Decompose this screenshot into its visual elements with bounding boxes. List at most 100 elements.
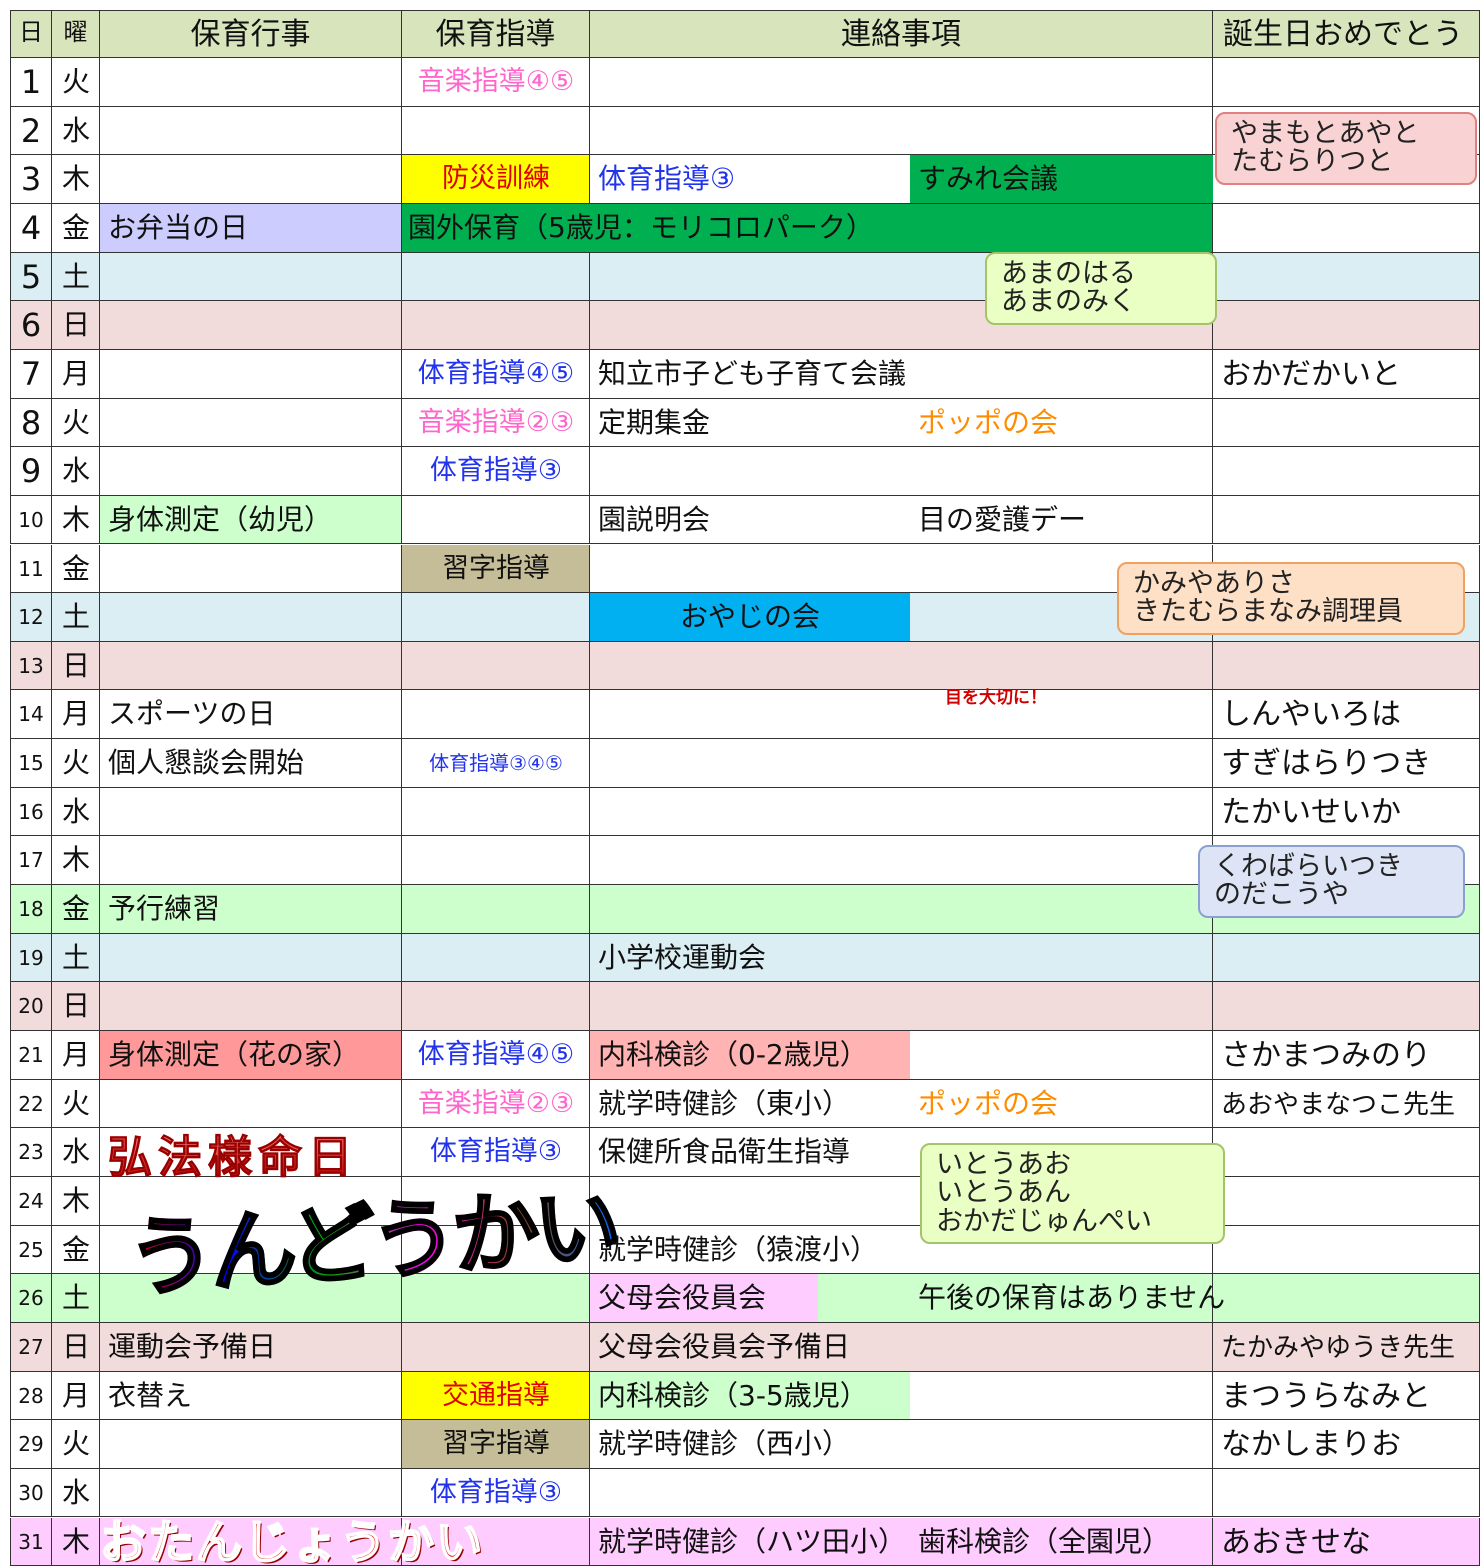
callout-line: いとうあお: [936, 1149, 1071, 1180]
table-cell: [52, 1225, 100, 1275]
callout-line: やまもとあやと: [1231, 118, 1420, 149]
weekday: 水: [61, 113, 90, 147]
weekday: 木: [61, 1183, 90, 1217]
day-number: 24: [18, 1188, 44, 1213]
birthday-text: すぎはらりつき: [1221, 746, 1432, 782]
day-number: 31: [18, 1529, 44, 1554]
note-text: 内科検診（0-2歳児）: [598, 1038, 868, 1071]
day-number: 20: [18, 994, 44, 1019]
table-cell: [100, 1517, 402, 1566]
table-cell: [52, 1322, 100, 1372]
callout-line: いとうあん: [936, 1177, 1071, 1209]
guide-text: 園外保育（5歳児：モリコロパーク）: [408, 210, 874, 244]
table-cell: [1213, 447, 1480, 496]
table-cell: [590, 885, 1213, 934]
callout-line: くわばらいつき: [1214, 851, 1403, 882]
table-cell: [52, 447, 100, 496]
table-cell: [52, 641, 100, 691]
day-number: 26: [18, 1286, 44, 1311]
weekday: 木: [61, 843, 90, 877]
guide-text: 体育指導③: [429, 455, 563, 487]
weekday: 月: [61, 1378, 90, 1412]
event-text: 衣替え: [108, 1378, 193, 1412]
table-cell: [402, 106, 590, 156]
table-cell: [590, 58, 1213, 107]
table-cell: [1213, 1371, 1480, 1421]
table-cell: [402, 1031, 590, 1080]
table-cell: [52, 593, 100, 642]
table-cell: [10, 1420, 52, 1469]
table-cell: [100, 252, 402, 302]
event-text: スポーツの日: [108, 697, 276, 731]
weekday: 月: [61, 356, 90, 390]
guide-text: 習字指導: [442, 1428, 550, 1460]
table-cell: [100, 641, 402, 691]
table-cell: [100, 690, 402, 740]
table-cell: [100, 301, 402, 350]
header-cell: 日: [10, 10, 52, 58]
guide-text: 習字指導: [442, 552, 550, 584]
table-cell: [402, 739, 590, 788]
table-cell: [100, 1079, 402, 1129]
table-cell: [52, 495, 100, 545]
table-cell: [52, 1176, 100, 1226]
table-cell: [1213, 58, 1480, 107]
table-cell: [402, 1322, 590, 1372]
table-cell: [10, 1079, 52, 1129]
note-fill: [590, 1371, 910, 1421]
table-cell: [1213, 1274, 1480, 1323]
callout-line: おかだじゅんぺい: [936, 1205, 1152, 1237]
header-text: 誕生日おめでとう: [1223, 17, 1463, 52]
guide-fill: [402, 1371, 590, 1421]
table-cell: [1213, 1176, 1480, 1226]
note-fill: [590, 1274, 818, 1323]
table-cell: [100, 447, 402, 496]
day-number: 8: [20, 403, 42, 442]
table-cell: [1213, 349, 1480, 399]
note-text: 目の愛護デー: [918, 502, 1087, 536]
table-cell: [402, 1225, 590, 1275]
day-number: 15: [18, 751, 44, 776]
table-cell: [10, 106, 52, 156]
table-cell: [1213, 739, 1480, 788]
table-cell: [10, 885, 52, 934]
table-cell: [52, 836, 100, 886]
header-text: 曜: [63, 18, 88, 46]
birthday-text: たかみやゆうき先生: [1221, 1332, 1456, 1363]
day-number: 30: [18, 1480, 44, 1505]
table-cell: [52, 58, 100, 107]
table-cell: [10, 447, 52, 496]
weekday: 水: [61, 454, 90, 488]
callout-line: かみやありさ: [1133, 568, 1295, 599]
event-text: 運動会予備日: [108, 1329, 277, 1363]
table-cell: [1213, 398, 1480, 448]
table-cell: [1213, 1079, 1480, 1129]
weekday: 金: [61, 892, 90, 926]
table-cell: [402, 982, 590, 1031]
table-cell: [590, 739, 1213, 788]
day-number: 29: [18, 1432, 44, 1457]
table-cell: [402, 252, 590, 302]
callout-bubble: かみやありさ きたむらまなみ調理員: [1117, 562, 1465, 635]
table-cell: [1213, 1225, 1480, 1275]
note-text: 就学時健診（西小）: [598, 1427, 851, 1461]
callout-bubble: やまもとあやと たむらりつと: [1215, 112, 1477, 185]
header-text: 日: [19, 18, 43, 46]
table-cell: [590, 836, 1213, 886]
table-cell: [10, 933, 52, 983]
day-number: 17: [18, 848, 44, 873]
table-cell: [100, 739, 402, 788]
birthday-text: なかしまりお: [1221, 1427, 1401, 1463]
table-cell: [52, 933, 100, 983]
header-text: 保育指導: [435, 17, 556, 52]
table-cell: [402, 933, 590, 983]
guide-text: 体育指導③: [429, 1476, 563, 1508]
header-cell: 保育行事: [100, 10, 402, 58]
note-text: 就学時健診（猿渡小）: [598, 1232, 879, 1266]
guide-text: 音楽指導②③: [417, 1087, 575, 1119]
callout-line: あまのはる: [1001, 258, 1136, 289]
table-cell: [590, 1322, 1213, 1372]
table-cell: [590, 398, 1213, 448]
table-cell: [10, 690, 52, 740]
weekday: 金: [61, 551, 90, 585]
